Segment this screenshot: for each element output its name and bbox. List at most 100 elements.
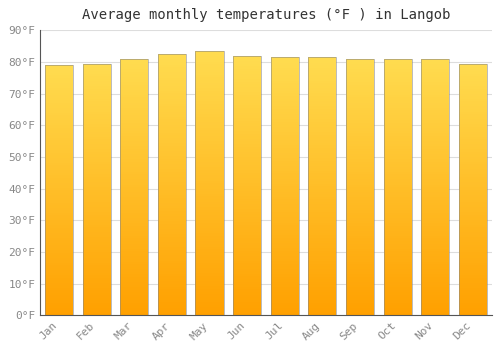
Bar <box>384 120 411 123</box>
Bar <box>45 180 73 183</box>
Bar <box>384 59 411 315</box>
Bar <box>120 257 148 259</box>
Bar <box>45 100 73 103</box>
Bar <box>45 285 73 288</box>
Bar <box>45 70 73 73</box>
Bar <box>233 204 261 206</box>
Bar <box>196 101 224 104</box>
Bar <box>346 95 374 97</box>
Bar <box>270 140 299 142</box>
Bar <box>82 129 110 132</box>
Bar <box>308 223 336 225</box>
Bar <box>196 141 224 144</box>
Bar <box>270 215 299 217</box>
Bar <box>270 70 299 73</box>
Bar <box>196 271 224 273</box>
Bar <box>120 287 148 290</box>
Bar <box>120 190 148 192</box>
Bar <box>346 203 374 205</box>
Bar <box>196 281 224 284</box>
Bar <box>458 252 487 255</box>
Bar <box>308 127 336 130</box>
Bar <box>82 119 110 121</box>
Bar <box>308 251 336 253</box>
Bar <box>233 147 261 149</box>
Bar <box>233 154 261 157</box>
Bar <box>82 81 110 84</box>
Bar <box>120 184 148 187</box>
Bar <box>384 103 411 105</box>
Bar <box>270 137 299 140</box>
Bar <box>82 273 110 275</box>
Bar <box>270 202 299 204</box>
Bar <box>421 74 450 77</box>
Bar <box>346 308 374 310</box>
Bar <box>384 85 411 87</box>
Bar <box>384 156 411 159</box>
Bar <box>120 300 148 303</box>
Bar <box>384 264 411 267</box>
Bar <box>120 213 148 215</box>
Bar <box>233 276 261 279</box>
Bar <box>458 114 487 117</box>
Bar <box>45 215 73 218</box>
Bar <box>346 200 374 203</box>
Bar <box>82 69 110 71</box>
Bar <box>458 132 487 134</box>
Bar <box>270 197 299 199</box>
Bar <box>308 93 336 96</box>
Bar <box>421 151 450 154</box>
Bar <box>120 200 148 203</box>
Bar <box>158 274 186 276</box>
Bar <box>196 122 224 125</box>
Bar <box>384 146 411 149</box>
Bar <box>384 269 411 272</box>
Bar <box>45 85 73 88</box>
Bar <box>82 308 110 310</box>
Bar <box>270 282 299 285</box>
Bar <box>158 112 186 114</box>
Bar <box>270 264 299 266</box>
Bar <box>158 143 186 146</box>
Bar <box>270 223 299 225</box>
Bar <box>233 95 261 97</box>
Bar <box>458 172 487 174</box>
Bar <box>158 211 186 213</box>
Bar <box>270 191 299 194</box>
Bar <box>120 269 148 272</box>
Bar <box>233 126 261 128</box>
Bar <box>384 180 411 182</box>
Bar <box>82 250 110 252</box>
Bar <box>120 197 148 200</box>
Bar <box>270 150 299 153</box>
Bar <box>45 133 73 135</box>
Bar <box>196 109 224 112</box>
Bar <box>270 181 299 184</box>
Bar <box>233 313 261 315</box>
Bar <box>308 197 336 199</box>
Bar <box>82 220 110 222</box>
Bar <box>421 159 450 162</box>
Bar <box>346 64 374 66</box>
Bar <box>120 192 148 195</box>
Bar <box>233 264 261 266</box>
Bar <box>158 232 186 235</box>
Bar <box>421 195 450 197</box>
Bar <box>45 245 73 248</box>
Bar <box>308 298 336 300</box>
Bar <box>158 240 186 242</box>
Bar <box>270 174 299 176</box>
Bar <box>82 247 110 250</box>
Bar <box>384 154 411 156</box>
Bar <box>120 167 148 169</box>
Bar <box>458 293 487 295</box>
Bar <box>158 161 186 164</box>
Bar <box>158 266 186 268</box>
Bar <box>158 292 186 294</box>
Bar <box>82 275 110 278</box>
Bar <box>120 246 148 249</box>
Bar <box>308 228 336 230</box>
Bar <box>270 274 299 277</box>
Bar <box>120 133 148 136</box>
Bar <box>270 63 299 65</box>
